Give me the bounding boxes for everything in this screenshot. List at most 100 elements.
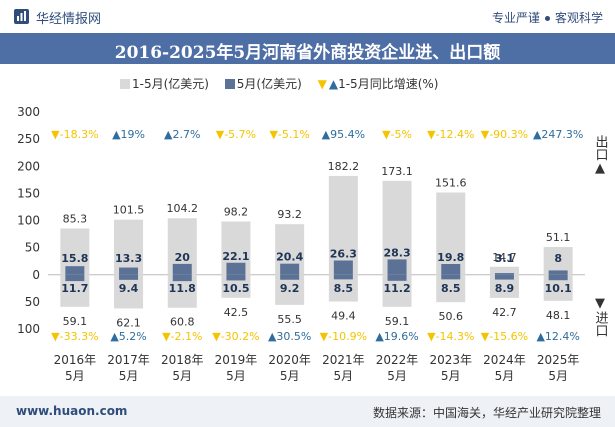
- label-export-monthly: 13.3: [115, 252, 142, 265]
- bar-import-monthly: [387, 274, 407, 281]
- label-import-cumulative: 48.1: [546, 309, 571, 322]
- x-tick-label-year: 2024年: [483, 353, 526, 367]
- x-tick-label-month: 5月: [387, 369, 407, 383]
- bar-export-cumulative: [543, 247, 573, 275]
- label-export-monthly: 28.3: [383, 246, 410, 259]
- bar-export-monthly: [494, 273, 514, 275]
- x-tick-label-year: 2017年: [107, 353, 150, 367]
- x-tick-label-year: 2018年: [161, 353, 204, 367]
- chart-area: 300 250 200 150 100 50 0 50 100 85.3 59.1 15.8 11.7 ▼…: [17, 105, 585, 383]
- label-import-cumulative: 59.1: [63, 315, 88, 328]
- growth-export-label: ▲19%: [112, 128, 145, 141]
- y-tick-label: 150: [17, 186, 40, 200]
- bar-export-monthly: [65, 266, 85, 275]
- label-import-monthly: 8.5: [441, 282, 461, 295]
- label-export-monthly: 22.1: [222, 250, 249, 263]
- x-tick-label-month: 5月: [334, 369, 354, 383]
- title-bar: [0, 33, 615, 64]
- y-tick-label: 50: [25, 295, 40, 309]
- side-label-import: ▼ 进口: [592, 296, 608, 337]
- growth-export-label: ▼-12.4%: [427, 128, 474, 141]
- x-tick-label-month: 5月: [548, 369, 568, 383]
- label-import-monthly: 9.2: [280, 282, 300, 295]
- triangle-up-icon: ▲: [328, 77, 339, 91]
- bar-export-cumulative: [382, 180, 412, 275]
- legend-growth-label: 1-5月同比增速(%): [338, 77, 439, 91]
- label-export-cumulative: 151.6: [435, 177, 467, 190]
- triangle-up-icon: ▲: [595, 161, 605, 176]
- growth-export-label: ▼-5%: [382, 128, 412, 141]
- y-tick-label: 250: [17, 132, 40, 146]
- bar-export-cumulative: [436, 192, 466, 275]
- bar-import-monthly: [494, 274, 514, 280]
- y-tick-label: 100: [17, 214, 40, 228]
- label-export-monthly: 19.8: [437, 251, 464, 264]
- bar-export-monthly: [226, 262, 246, 275]
- x-tick-label-month: 5月: [65, 369, 85, 383]
- label-import-cumulative: 60.8: [170, 316, 195, 329]
- y-tick-label: 50: [25, 241, 40, 255]
- legend-growth: ▼ ▲1-5月同比增速(%): [318, 75, 439, 92]
- growth-export-label: ▲2.7%: [164, 128, 200, 141]
- legend-cumulative: 1-5月(亿美元): [120, 75, 209, 92]
- growth-export-label: ▲95.4%: [322, 128, 365, 141]
- x-tick-label-year: 2025年: [537, 353, 580, 367]
- legend-cumulative-swatch: [120, 79, 130, 89]
- label-export-cumulative: 173.1: [381, 165, 413, 178]
- label-export-monthly: 3.1: [495, 252, 515, 265]
- label-export-cumulative: 14.7: [492, 251, 517, 264]
- footer-bar: [0, 396, 615, 427]
- y-tick-label: 300: [17, 105, 40, 119]
- x-tick-label-month: 5月: [172, 369, 192, 383]
- slogan-left: 专业严谨: [491, 11, 540, 25]
- bar-export-monthly: [333, 260, 353, 275]
- x-tick-label-year: 2016年: [54, 353, 97, 367]
- triangle-down-icon: ▼: [317, 77, 327, 91]
- legend: 1-5月(亿美元) 5月(亿美元) ▼ ▲1-5月同比增速(%): [120, 75, 450, 92]
- bar-import-monthly: [333, 274, 353, 280]
- label-import-cumulative: 59.1: [385, 315, 410, 328]
- bar-export-monthly: [119, 267, 139, 275]
- footer-website: www.huaon.com: [16, 404, 128, 418]
- slogan-right: 客观科学: [554, 11, 603, 25]
- label-import-cumulative: 62.1: [116, 316, 141, 329]
- label-import-monthly: 10.5: [222, 282, 249, 295]
- label-export-cumulative: 85.3: [63, 212, 88, 225]
- growth-import-label: ▲30.5%: [268, 330, 311, 343]
- label-export-cumulative: 182.2: [328, 160, 360, 173]
- bar-export-cumulative: [114, 219, 144, 275]
- x-tick-label-month: 5月: [119, 369, 139, 383]
- bar-import-monthly: [280, 274, 300, 280]
- triangle-down-icon: ▼: [595, 296, 605, 311]
- label-import-cumulative: 55.5: [277, 313, 302, 326]
- bar-import-monthly: [441, 274, 461, 280]
- label-import-cumulative: 49.4: [331, 310, 356, 323]
- bar-export-monthly: [548, 270, 568, 275]
- legend-cumulative-label: 1-5月(亿美元): [132, 77, 209, 91]
- bar-export-monthly: [387, 259, 407, 275]
- bar-import-cumulative: [221, 274, 251, 298]
- label-import-monthly: 8.9: [495, 282, 515, 295]
- legend-monthly: 5月(亿美元): [224, 75, 302, 92]
- growth-export-label: ▼-90.3%: [481, 128, 528, 141]
- x-tick-label-year: 2020年: [268, 353, 311, 367]
- label-import-monthly: 11.2: [383, 282, 410, 295]
- x-tick-label-year: 2019年: [215, 353, 258, 367]
- legend-monthly-label: 5月(亿美元): [236, 77, 302, 91]
- bar-export-cumulative: [328, 175, 358, 275]
- label-export-monthly: 8: [554, 252, 562, 265]
- x-tick-label-month: 5月: [441, 369, 461, 383]
- label-import-cumulative: 42.5: [224, 306, 249, 319]
- bar-export-monthly: [172, 263, 192, 275]
- x-tick-label-year: 2021年: [322, 353, 365, 367]
- label-import-monthly: 9.4: [119, 282, 139, 295]
- bar-import-monthly: [226, 274, 246, 281]
- growth-import-label: ▲5.2%: [110, 330, 146, 343]
- growth-import-label: ▼-30.2%: [212, 330, 259, 343]
- growth-import-label: ▼-2.1%: [162, 330, 202, 343]
- label-export-monthly: 26.3: [330, 247, 357, 260]
- y-tick-label: 0: [32, 268, 40, 282]
- label-import-monthly: 8.5: [334, 282, 354, 295]
- growth-export-label: ▲247.3%: [533, 128, 583, 141]
- footer-source: 数据来源：中国海关，华经产业研究院整理: [372, 406, 601, 420]
